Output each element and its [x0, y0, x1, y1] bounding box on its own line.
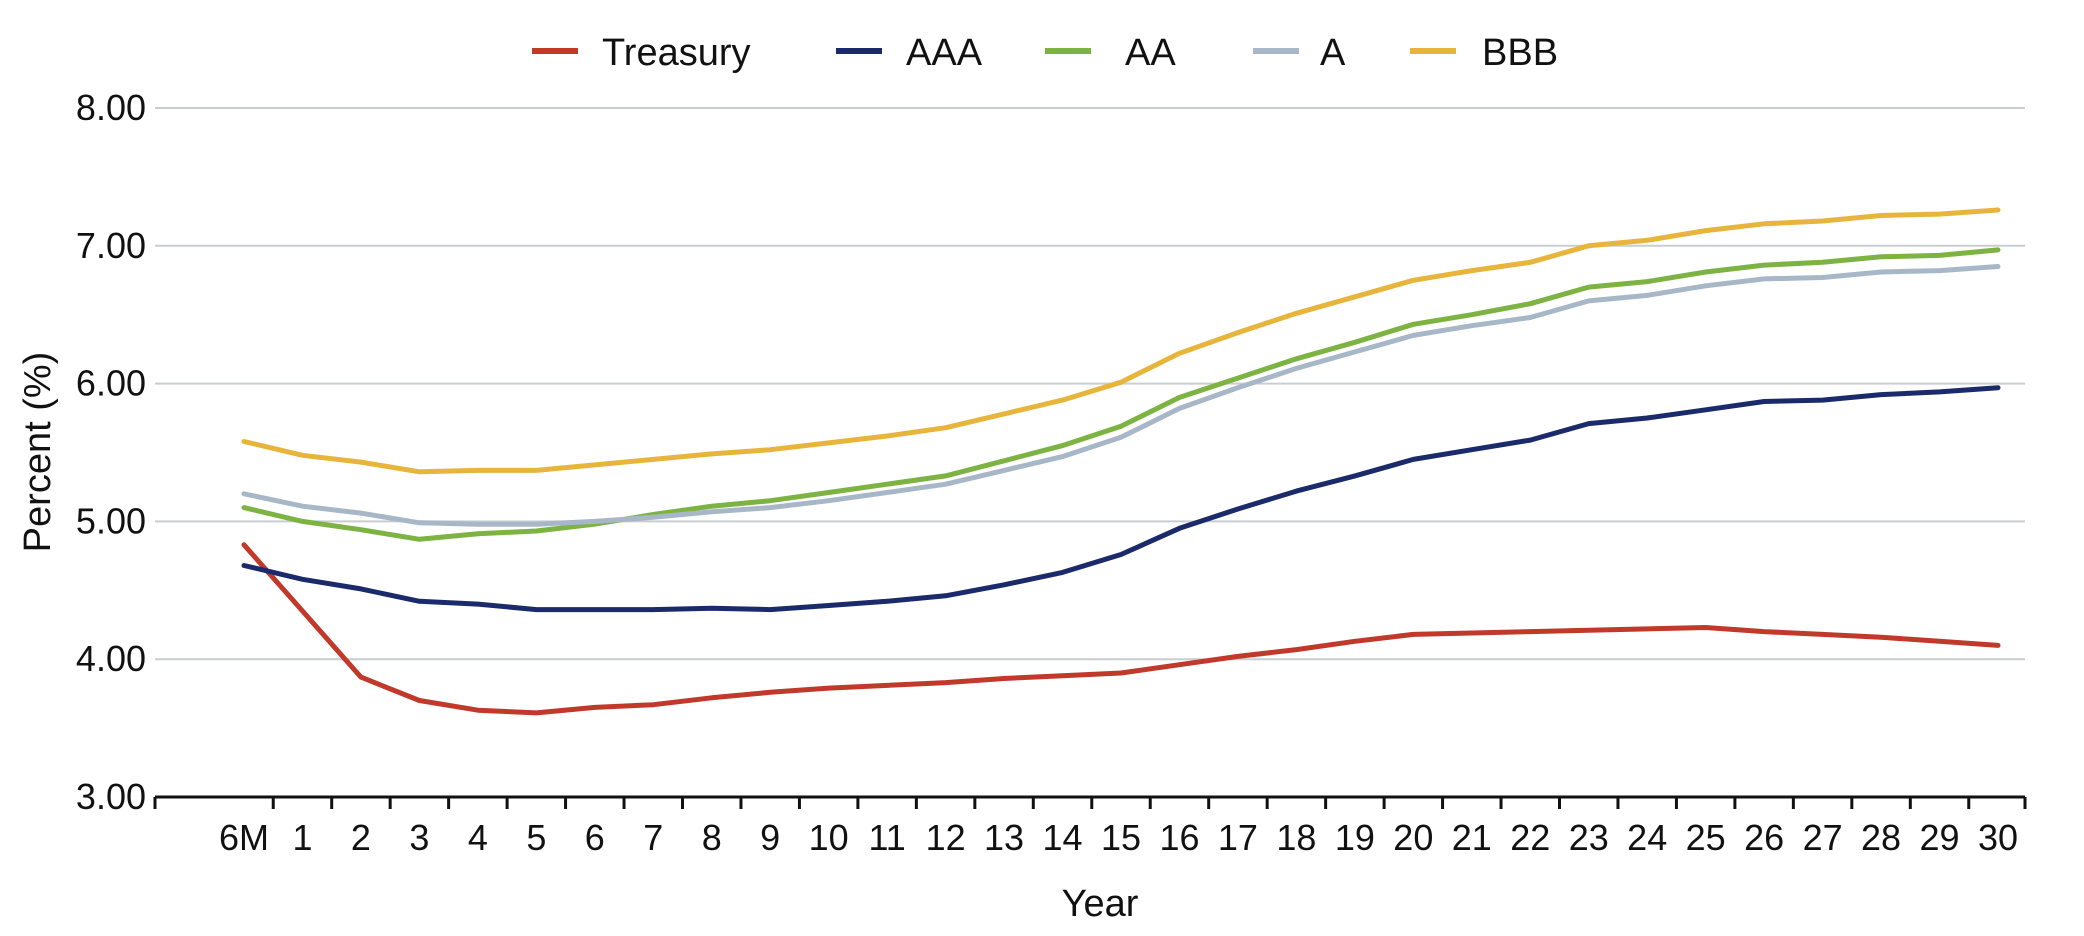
x-tick-label: 27 — [1803, 817, 1843, 858]
y-axis-title: Percent (%) — [17, 352, 59, 553]
x-tick-label: 10 — [809, 817, 849, 858]
x-axis: 6M 1 2 3 4 5 6 7 8 9 10 11 12 13 14 15 16 17 18 19 20 21 22 23 2… — [153, 795, 2027, 858]
x-tick-label: 3 — [409, 817, 429, 858]
x-tick-label: 22 — [1510, 817, 1550, 858]
y-axis-ticks: 3.00 4.00 5.00 6.00 7.00 8.00 — [76, 87, 146, 817]
y-tick-label: 7.00 — [76, 225, 146, 266]
legend-item-treasury: Treasury — [532, 32, 751, 74]
x-tick-label: 18 — [1276, 817, 1316, 858]
x-tick-label: 15 — [1101, 817, 1141, 858]
x-tick-label: 6 — [585, 817, 605, 858]
legend-label: AA — [1125, 32, 1176, 74]
x-tick-label: 24 — [1627, 817, 1667, 858]
x-tick-label: 23 — [1569, 817, 1609, 858]
series-line-bbb — [241, 207, 2001, 475]
y-tick-label: 8.00 — [76, 87, 146, 128]
x-tick-label: 20 — [1393, 817, 1433, 858]
x-tick-label: 6M — [219, 817, 269, 858]
series-line-aa — [241, 247, 2001, 542]
x-tick-label: 17 — [1218, 817, 1258, 858]
series-lines — [241, 207, 2001, 716]
y-tick-label: 6.00 — [76, 363, 146, 404]
series-line-treasury — [241, 542, 2001, 716]
legend: Treasury AAA AA A BBB — [532, 32, 1558, 74]
legend-label: BBB — [1482, 32, 1558, 74]
legend-label: AAA — [906, 32, 983, 74]
x-tick-label: 21 — [1452, 817, 1492, 858]
x-tick-label: 9 — [760, 817, 780, 858]
x-tick-label: 8 — [702, 817, 722, 858]
x-tick-label: 29 — [1920, 817, 1960, 858]
x-tick-label: 25 — [1686, 817, 1726, 858]
x-tick-label: 1 — [292, 817, 312, 858]
x-tick-label: 12 — [926, 817, 966, 858]
x-tick-label: 7 — [643, 817, 663, 858]
x-tick-label: 26 — [1744, 817, 1784, 858]
y-tick-label: 4.00 — [76, 638, 146, 679]
legend-label: Treasury — [602, 32, 751, 74]
x-tick-label: 16 — [1159, 817, 1199, 858]
legend-item-a: A — [1253, 32, 1346, 74]
legend-item-bbb: BBB — [1410, 32, 1558, 74]
x-tick-label: 28 — [1861, 817, 1901, 858]
series-line-a — [241, 264, 2001, 527]
legend-item-aa: AA — [1045, 32, 1176, 74]
x-tick-label: 4 — [468, 817, 488, 858]
legend-label: A — [1320, 32, 1346, 74]
x-tick-label: 13 — [984, 817, 1024, 858]
x-tick-label: 19 — [1335, 817, 1375, 858]
y-tick-label: 5.00 — [76, 500, 146, 541]
x-tick-label: 5 — [526, 817, 546, 858]
series-line-aaa — [241, 385, 2001, 613]
gridlines — [155, 107, 2025, 661]
x-tick-label: 2 — [351, 817, 371, 858]
x-axis-title: Year — [1062, 883, 1139, 925]
legend-item-aaa: AAA — [836, 32, 983, 74]
x-tick-label: 14 — [1043, 817, 1083, 858]
y-tick-label: 3.00 — [76, 776, 146, 817]
x-tick-label: 11 — [868, 817, 905, 858]
x-tick-label: 30 — [1978, 817, 2018, 858]
